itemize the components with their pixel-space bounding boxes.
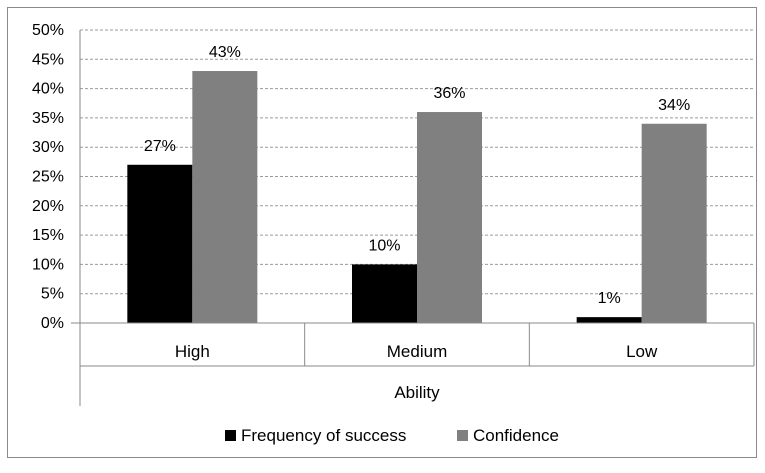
y-tick-label: 10% — [32, 256, 64, 273]
bar-frequency-of-success-medium — [352, 264, 417, 323]
bar-confidence-medium — [417, 112, 482, 323]
bars — [127, 71, 707, 323]
bar-chart: 0% 5% 10% 15% 20% 25% 30% 35% 40% 45% 50% 27% 43% 10… — [32, 22, 755, 445]
y-tick-label: 45% — [32, 51, 64, 68]
y-tick-label: 15% — [32, 227, 64, 244]
category-label-high: High — [175, 342, 210, 361]
bar-confidence-low — [641, 123, 707, 323]
y-tick-label: 35% — [32, 110, 64, 127]
category-label-medium: Medium — [387, 342, 447, 361]
data-label: 34% — [658, 97, 690, 114]
legend-swatch — [225, 430, 236, 441]
bar-confidence-high — [192, 71, 258, 323]
legend: Frequency of success Confidence — [225, 426, 559, 445]
category-labels: High Medium Low — [175, 342, 658, 361]
y-tick-label: 5% — [41, 286, 64, 303]
category-label-low: Low — [626, 342, 658, 361]
y-tick-label: 40% — [32, 81, 64, 98]
legend-swatch — [457, 430, 468, 441]
chart-frame: 0% 5% 10% 15% 20% 25% 30% 35% 40% 45% 50% 27% 43% 10… — [7, 7, 757, 458]
data-label: 10% — [368, 237, 400, 254]
y-tick-label: 30% — [32, 139, 64, 156]
data-labels: 27% 43% 10% 36% 1% 34% — [144, 44, 690, 307]
axes — [71, 30, 755, 406]
y-tick-label: 25% — [32, 169, 64, 186]
y-tick-label: 0% — [41, 315, 64, 332]
y-tick-label: 50% — [32, 22, 64, 39]
x-axis-title: Ability — [394, 383, 440, 402]
y-axis-ticks: 0% 5% 10% 15% 20% 25% 30% 35% 40% 45% 50% — [32, 22, 64, 332]
bar-frequency-of-success-low — [576, 317, 642, 323]
legend-label: Frequency of success — [241, 426, 406, 445]
data-label: 27% — [144, 138, 176, 155]
legend-label: Confidence — [473, 426, 559, 445]
data-label: 1% — [598, 290, 621, 307]
bar-frequency-of-success-high — [127, 164, 193, 323]
y-tick-label: 20% — [32, 198, 64, 215]
data-label: 43% — [209, 44, 241, 61]
data-label: 36% — [433, 85, 465, 102]
